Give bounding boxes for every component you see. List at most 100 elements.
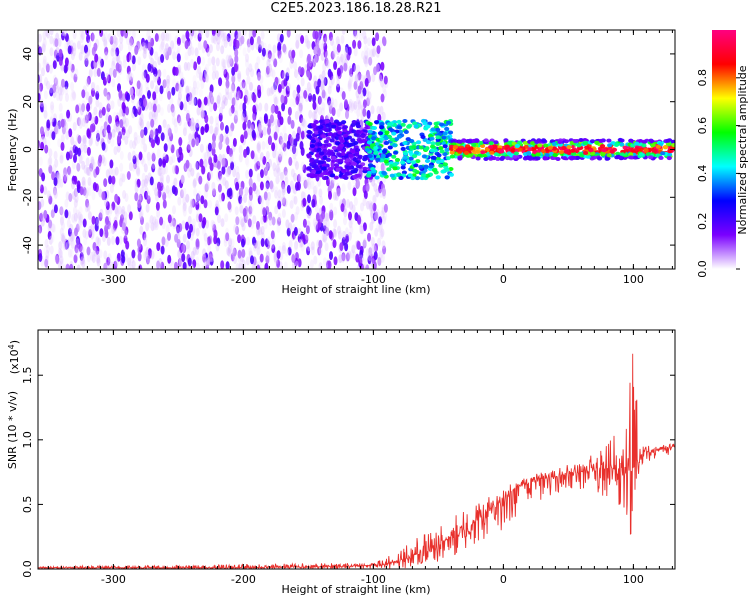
heatmap-cell: [154, 221, 159, 231]
heatmap-cell: [255, 41, 260, 51]
heatmap-cell: [49, 30, 54, 36]
heatmap-cell: [181, 243, 186, 253]
heatmap-cell: [325, 219, 330, 229]
heatmap-cell: [73, 73, 78, 83]
heatmap-cell: [398, 176, 404, 180]
heatmap-cell: [189, 31, 193, 41]
heatmap-cell: [396, 119, 402, 124]
heatmap-cell: [365, 264, 370, 269]
heatmap-cell: [115, 62, 120, 72]
heatmap-cell: [249, 81, 254, 91]
heatmap-cell: [108, 114, 112, 124]
heatmap-cell: [466, 139, 472, 144]
heatmap-cell: [77, 211, 82, 221]
heatmap-cell: [250, 203, 255, 213]
heatmap-cell: [57, 174, 62, 184]
heatmap-cell: [280, 139, 285, 149]
heatmap-cell: [535, 156, 541, 161]
heatmap-cell: [59, 206, 64, 216]
heatmap-cell: [500, 155, 506, 160]
heatmap-cell: [52, 60, 57, 70]
heatmap-cell: [295, 206, 300, 215]
heatmap-cell: [173, 177, 178, 187]
x-tick-label: -300: [101, 573, 126, 586]
heatmap-cell: [251, 129, 256, 139]
heatmap-cell: [371, 37, 376, 47]
heatmap-cell: [116, 123, 120, 133]
snr-line: [38, 353, 675, 569]
heatmap-cell: [151, 152, 156, 162]
heatmap-cell: [180, 78, 185, 88]
heatmap-cell: [106, 103, 111, 113]
heatmap-cell: [435, 142, 441, 146]
heatmap-cell: [264, 102, 269, 112]
heatmap-cell: [200, 102, 205, 112]
heatmap-cell: [367, 122, 373, 126]
heatmap-cell: [205, 257, 210, 267]
heatmap-cell: [153, 73, 158, 83]
heatmap-cell: [160, 245, 165, 255]
heatmap-cell: [224, 213, 229, 223]
heatmap-cell: [357, 40, 362, 50]
heatmap-cell: [317, 130, 324, 135]
heatmap-cell: [199, 158, 204, 168]
heatmap-cell: [162, 199, 167, 209]
heatmap-cell: [230, 161, 235, 171]
heatmap-cell: [283, 166, 288, 176]
heatmap-cell: [341, 252, 346, 262]
heatmap-cell: [300, 242, 305, 252]
heatmap-cell: [338, 136, 344, 141]
heatmap-cell: [213, 127, 218, 137]
heatmap-cell: [357, 154, 363, 159]
heatmap-cell: [628, 155, 634, 160]
heatmap-cell: [325, 227, 330, 236]
heatmap-cell: [240, 197, 245, 207]
heatmap-cell: [440, 169, 446, 174]
heatmap-cell: [242, 207, 247, 217]
heatmap-cell: [178, 84, 183, 93]
heatmap-cell: [279, 33, 284, 43]
heatmap-cell: [335, 167, 341, 172]
heatmap-cell: [329, 36, 334, 46]
heatmap-cell: [344, 242, 349, 252]
heatmap-cell: [557, 140, 563, 145]
heatmap-cell: [213, 102, 218, 112]
heatmap-cell: [116, 252, 121, 262]
heatmap-cell: [305, 38, 310, 48]
heatmap-cell: [345, 158, 351, 163]
heatmap-cell: [483, 138, 489, 143]
heatmap-cell: [281, 180, 286, 190]
heatmap-cell: [126, 171, 131, 180]
heatmap-cell: [98, 109, 103, 119]
heatmap-cell: [315, 85, 320, 95]
heatmap-cell: [76, 162, 81, 172]
heatmap-cell: [444, 126, 450, 131]
heatmap-cell: [366, 109, 371, 119]
heatmap-cell: [430, 127, 436, 132]
heatmap-cell: [221, 32, 226, 42]
heatmap-cell: [194, 161, 199, 171]
heatmap-cell: [72, 30, 77, 40]
heatmap-cell: [107, 99, 112, 109]
heatmap-cell: [323, 48, 328, 58]
heatmap-cell: [138, 211, 143, 221]
heatmap-cell: [431, 155, 437, 160]
heatmap-cell: [68, 193, 73, 202]
heatmap-cell: [220, 218, 225, 228]
heatmap-cell: [368, 56, 373, 66]
heatmap-cell: [350, 249, 354, 259]
heatmap-cell: [75, 235, 80, 245]
heatmap-cell: [140, 216, 144, 225]
heatmap-cell: [276, 259, 281, 268]
heatmap-cell: [123, 211, 128, 221]
heatmap-cell: [159, 85, 164, 95]
heatmap-cell: [336, 187, 341, 197]
heatmap-cell: [198, 213, 203, 223]
heatmap-cell: [207, 142, 212, 152]
heatmap-cell: [295, 96, 300, 105]
heatmap-cell: [190, 46, 195, 56]
heatmap-cell: [606, 138, 612, 143]
heatmap-cell: [50, 113, 55, 123]
heatmap-cell: [195, 201, 200, 211]
heatmap-cell: [351, 244, 356, 254]
